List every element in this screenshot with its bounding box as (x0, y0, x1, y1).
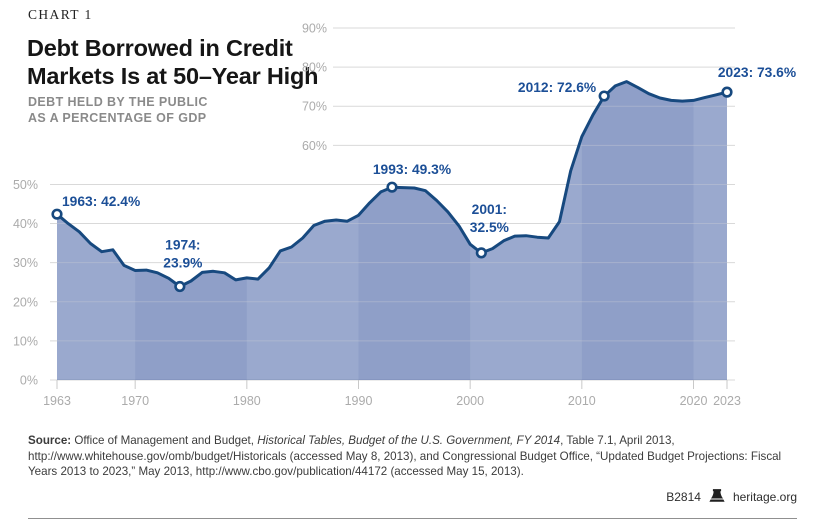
y-tick-label-10: 10% (13, 334, 38, 348)
y-tick-label-60: 60% (302, 139, 327, 153)
chart-subtitle: DEBT HELD BY THE PUBLIC AS A PERCENTAGE … (28, 94, 208, 126)
y-tick-label-50: 50% (13, 178, 38, 192)
x-tick-label-2020: 2020 (680, 394, 708, 408)
footer-divider (28, 518, 797, 519)
data-label-2023: 2023: 73.6% (718, 65, 796, 80)
chart-title-line-2: Markets Is at 50–Year High (27, 63, 319, 89)
x-tick-label-1970: 1970 (121, 394, 149, 408)
marker-1993 (386, 181, 398, 193)
marker-2012 (598, 90, 610, 102)
x-tick-label-2023: 2023 (713, 394, 741, 408)
data-label-2001: 2001: 32.5% (470, 202, 509, 235)
y-tick-label-80: 80% (302, 61, 327, 75)
x-tick-label-2000: 2000 (456, 394, 484, 408)
area-fill-layer (57, 81, 727, 380)
marker-2023 (721, 86, 733, 98)
marker-1974 (174, 280, 186, 293)
marker-1963 (51, 208, 63, 220)
data-point-markers (51, 86, 733, 293)
x-tick-label-1963: 1963 (43, 394, 71, 408)
y-tick-label-70: 70% (302, 100, 327, 114)
decade-band-1970 (135, 81, 247, 380)
chart-title: Debt Borrowed in Credit Markets Is at 50… (27, 34, 319, 90)
chart-subtitle-line-1: DEBT HELD BY THE PUBLIC (28, 95, 208, 109)
debt-gdp-area-chart: 0% 10% 20% 30% 40% 50% 60% 70% 80% 90% 1963 1970 198… (13, 22, 796, 409)
chart-title-line-1: Debt Borrowed in Credit (27, 35, 293, 61)
decade-band-2010 (581, 81, 694, 380)
data-labels-layer: 1963: 42.4% 1974: 23.9% 1993: 49.3% 2001: 32.… (62, 65, 796, 270)
heritage-bell-icon (709, 489, 725, 502)
footer-branding: B2814 heritage.org (666, 489, 797, 504)
brand-url: heritage.org (732, 489, 797, 504)
data-label-2012: 2012: 72.6% (518, 80, 596, 95)
y-tick-label-0: 0% (20, 374, 38, 388)
marker-2001 (475, 247, 487, 259)
y-tick-label-20: 20% (13, 295, 38, 309)
data-label-1963: 1963: 42.4% (62, 194, 140, 209)
y-tick-label-40: 40% (13, 217, 38, 231)
y-tick-label-90: 90% (302, 22, 327, 36)
document-id: B2814 (666, 489, 701, 504)
area-fill (57, 81, 727, 380)
data-label-1993: 1993: 49.3% (373, 162, 451, 177)
chart-number-label: CHART 1 (28, 7, 93, 22)
chart-subtitle-line-2: AS A PERCENTAGE OF GDP (28, 111, 207, 125)
axis-labels-layer: 0% 10% 20% 30% 40% 50% 60% 70% 80% 90% 1963 1970 198… (13, 22, 741, 409)
data-label-1974: 1974: 23.9% (163, 238, 202, 271)
y-tick-label-30: 30% (13, 256, 38, 270)
x-tick-label-1990: 1990 (345, 394, 373, 408)
x-tick-label-1980: 1980 (233, 394, 261, 408)
source-note: Source: Office of Management and Budget,… (28, 434, 782, 478)
x-tick-label-2010: 2010 (568, 394, 596, 408)
